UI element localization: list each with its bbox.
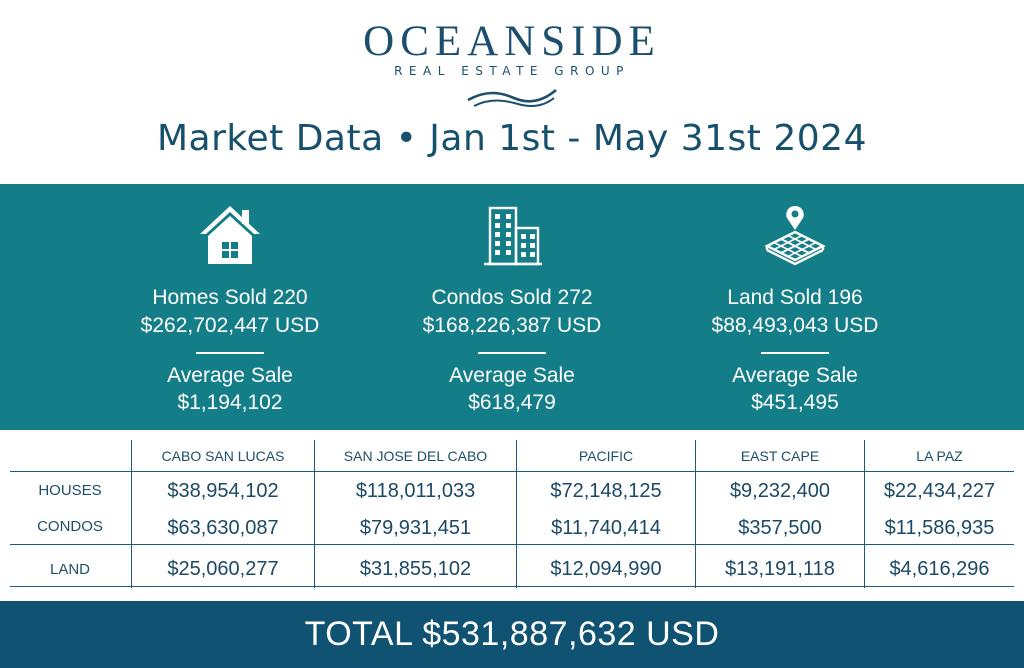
buildings-icon	[484, 206, 542, 266]
land-sold-count: Land Sold 196	[727, 286, 863, 309]
row-header-houses: HOUSES	[38, 482, 102, 499]
table-cell: $4,616,296	[889, 558, 990, 580]
table-divider	[864, 440, 865, 588]
table-cell: $357,500	[738, 517, 822, 539]
table-cell: $9,232,400	[729, 480, 831, 502]
header: OCEANSIDE REAL ESTATE GROUP Market Data …	[0, 0, 1024, 184]
divider	[478, 352, 546, 354]
condos-average-value: $618,479	[468, 391, 556, 414]
homes-sold-count: Homes Sold 220	[152, 286, 308, 309]
column-header-la-paz: LA PAZ	[916, 448, 963, 464]
table-cell: $118,011,033	[355, 480, 476, 502]
summary-band: Homes Sold 220 $262,702,447 USD Average …	[0, 184, 1024, 430]
summary-homes: Homes Sold 220 $262,702,447 USD Average …	[80, 184, 380, 430]
table-cell: $11,740,414	[551, 517, 661, 539]
table-cell: $12,094,990	[550, 558, 662, 580]
land-plot-icon	[764, 206, 826, 266]
homes-average-label: Average Sale	[167, 364, 293, 387]
table-cell: $25,060,277	[167, 558, 279, 580]
column-header-east-cape: EAST CAPE	[740, 448, 820, 464]
divider	[761, 352, 829, 354]
land-average-value: $451,495	[751, 391, 839, 414]
table-cell: $22,434,227	[883, 480, 996, 502]
table-rule	[10, 586, 1014, 587]
condos-sold-count: Condos Sold 272	[431, 286, 593, 309]
table-cell: $31,855,102	[359, 558, 472, 580]
column-header-pacific: PACIFIC	[578, 448, 634, 464]
wave-logo-icon	[467, 89, 557, 107]
table-rule	[10, 544, 1014, 545]
homes-sold-total: $262,702,447 USD	[140, 314, 320, 337]
table-cell: $79,931,451	[359, 517, 472, 539]
column-header-san-jose-del-cabo: SAN JOSE DEL CABO	[343, 448, 488, 464]
row-header-land: LAND	[49, 561, 90, 578]
row-header-condos: CONDOS	[37, 518, 103, 535]
divider	[196, 352, 264, 354]
land-average-label: Average Sale	[732, 364, 858, 387]
table-divider	[314, 440, 315, 588]
table-cell: $72,148,125	[550, 480, 662, 502]
market-table: CABO SAN LUCAS SAN JOSE DEL CABO PACIFIC…	[10, 440, 1014, 590]
brand-logo-text: OCEANSIDE	[363, 18, 661, 65]
column-header-cabo-san-lucas: CABO SAN LUCAS	[161, 448, 285, 464]
summary-land: Land Sold 196 $88,493,043 USD Average Sa…	[645, 184, 945, 430]
table-cell: $13,191,118	[725, 558, 835, 580]
homes-average-value: $1,194,102	[177, 391, 283, 414]
table-divider	[131, 440, 132, 588]
table-cell: $63,630,087	[167, 517, 279, 539]
summary-condos: Condos Sold 272 $168,226,387 USD Average…	[362, 184, 662, 430]
page-title: Market Data • Jan 1st - May 31st 2024	[157, 118, 867, 159]
total-banner: TOTAL $531,887,632 USD	[0, 601, 1024, 668]
table-cell: $38,954,102	[167, 480, 279, 502]
house-icon	[200, 206, 260, 264]
condos-average-label: Average Sale	[449, 364, 575, 387]
brand-subtitle: REAL ESTATE GROUP	[394, 64, 630, 78]
table-cell: $11,586,935	[884, 517, 995, 539]
land-sold-total: $88,493,043 USD	[711, 314, 879, 337]
table-divider	[516, 440, 517, 588]
table-divider	[695, 440, 696, 588]
table-rule	[10, 471, 1014, 472]
condos-sold-total: $168,226,387 USD	[422, 314, 602, 337]
